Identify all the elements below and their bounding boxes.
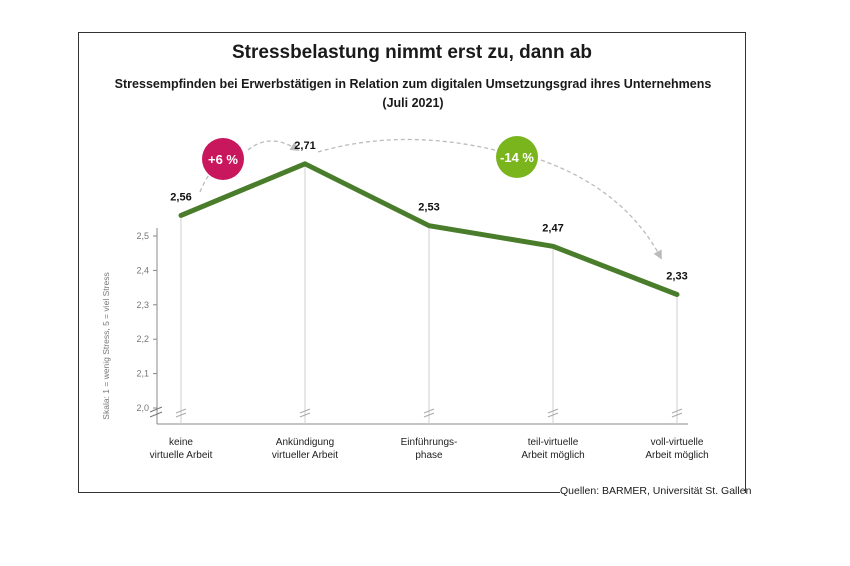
data-label: 2,56 xyxy=(170,191,191,203)
guide-break-mark xyxy=(423,408,435,414)
x-tick-label: voll-virtuelle xyxy=(651,437,704,448)
chart-frame xyxy=(78,32,746,493)
x-tick-label: Arbeit möglich xyxy=(521,450,584,461)
guide-break-mark xyxy=(547,412,559,418)
guide-break-mark xyxy=(299,412,311,418)
y-tick-label: 2,5 xyxy=(136,231,149,241)
data-label: 2,33 xyxy=(666,270,687,282)
axis-break-mark xyxy=(149,406,163,413)
frame-bottom-rule xyxy=(78,492,560,493)
category-guides xyxy=(175,163,683,424)
guide-break-mark xyxy=(175,412,187,418)
data-label: 2,53 xyxy=(418,202,439,214)
series-line-group xyxy=(178,161,680,297)
y-tick-label: 2,4 xyxy=(136,265,149,275)
change-arrows xyxy=(199,138,661,258)
data-label: 2,47 xyxy=(542,222,563,234)
x-tick-label: virtuelle Arbeit xyxy=(150,450,213,461)
chart-subtitle-line-1: Stressempfinden bei Erwerbstätigen in Re… xyxy=(114,77,712,91)
chart-title: Stressbelastung nimmt erst zu, dann ab xyxy=(231,42,593,63)
axis-break-mark xyxy=(149,411,163,418)
change-badge-label: -14 % xyxy=(500,150,534,165)
change-badge-label: +6 % xyxy=(208,152,238,167)
guide-break-mark xyxy=(299,408,311,414)
guide-break-mark xyxy=(423,412,435,418)
change-badge xyxy=(496,136,538,178)
change-badges: +6 % -14 % xyxy=(202,136,538,180)
series-line xyxy=(178,161,680,297)
y-axis-title: Skala: 1 = wenig Stress, 5 = viel Stress xyxy=(101,272,111,419)
data-label: 2,71 xyxy=(294,140,315,152)
chart-subtitle-line-2: (Juli 2021) xyxy=(382,96,444,110)
y-axis: 2,0 2,1 2,2 2,3 2,4 2,5 Skala: 1 = wenig Stres… xyxy=(101,228,688,425)
x-tick-label: phase xyxy=(415,450,443,461)
x-axis-labels: keine virtuelle Arbeit Ankündigung virtuell… xyxy=(150,437,709,461)
x-tick-label: Einführungs- xyxy=(401,437,458,448)
data-labels: 2,56 2,71 2,53 2,47 2,33 xyxy=(170,140,687,283)
x-tick-label: virtueller Arbeit xyxy=(272,450,338,461)
guide-break-mark xyxy=(547,408,559,414)
guide-break-mark xyxy=(175,408,187,414)
x-tick-label: Ankündigung xyxy=(276,437,334,448)
x-tick-label: teil-virtuelle xyxy=(528,437,579,448)
source-note: Quellen: BARMER, Universität St. Gallen xyxy=(560,485,752,497)
change-badge xyxy=(202,138,244,180)
x-tick-label: Arbeit möglich xyxy=(645,450,708,461)
guide-break-mark xyxy=(671,408,683,414)
guide-break-mark xyxy=(671,412,683,418)
y-tick-label: 2,2 xyxy=(136,334,149,344)
y-tick-label: 2,1 xyxy=(136,369,149,379)
x-tick-label: keine xyxy=(169,437,193,448)
y-tick-label: 2,3 xyxy=(136,300,149,310)
chart-subtitle: Stressempfinden bei Erwerbstätigen in Re… xyxy=(100,75,726,113)
change-arrow xyxy=(317,138,661,258)
y-tick-label: 2,0 xyxy=(136,403,149,413)
